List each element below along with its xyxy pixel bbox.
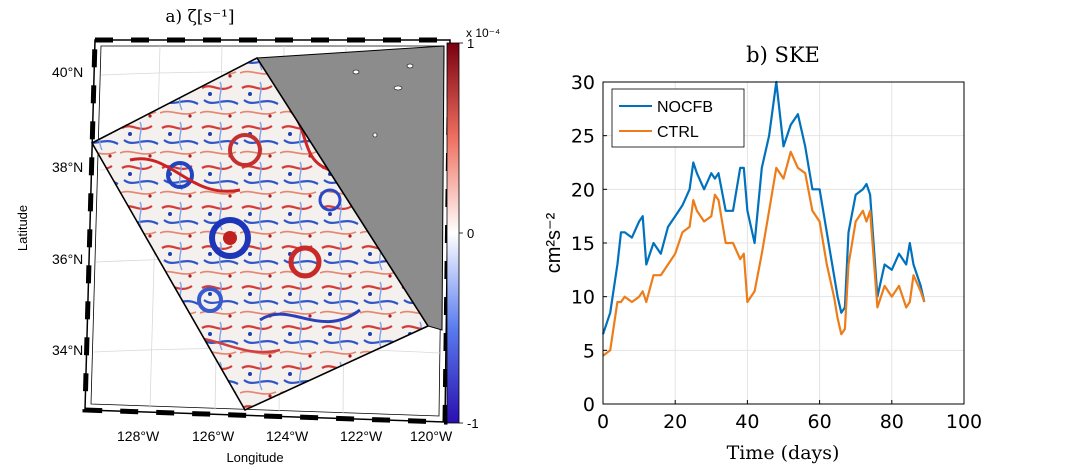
colorbar: x 10⁻⁴ 1 0 -1 bbox=[446, 26, 500, 431]
model-domain-outline bbox=[90, 56, 430, 412]
series-line-nocfb bbox=[601, 80, 926, 335]
vorticity-map-panel: a) ζ[s⁻¹] bbox=[15, 7, 500, 465]
lon-tick: 126°W bbox=[192, 428, 235, 444]
map-frame-checker bbox=[82, 37, 453, 425]
legend-box bbox=[611, 88, 745, 148]
lon-tick: 124°W bbox=[266, 428, 309, 444]
chart-legend: NOCFB CTRL bbox=[611, 88, 745, 148]
y-tick-label: 15 bbox=[571, 233, 595, 255]
lon-tick: 122°W bbox=[340, 428, 383, 444]
x-tick-label: 100 bbox=[946, 411, 982, 433]
legend-label-nocfb: NOCFB bbox=[657, 99, 713, 116]
y-tick-label: 5 bbox=[583, 340, 595, 362]
map-title: a) ζ[s⁻¹] bbox=[165, 7, 234, 27]
colorbar-gradient bbox=[446, 42, 460, 424]
ske-line-chart: b) SKE 0 20 40 60 80 100 0 5 10 15 20 25 30 Time (da… bbox=[543, 43, 982, 464]
islands bbox=[352, 63, 414, 138]
map-ylabel: Latitude bbox=[15, 205, 30, 251]
chart-ylabel: cm²s⁻² bbox=[543, 212, 565, 273]
x-tick-label: 60 bbox=[808, 411, 832, 433]
lat-tick: 40°N bbox=[52, 64, 83, 80]
x-tick-label: 40 bbox=[735, 411, 759, 433]
map-xlabel: Longitude bbox=[226, 450, 283, 465]
lon-tick: 120°W bbox=[410, 428, 453, 444]
colorbar-tick: 0 bbox=[467, 226, 474, 241]
series-line-ctrl bbox=[602, 150, 926, 357]
legend-label-ctrl: CTRL bbox=[657, 124, 699, 141]
x-tick-label: 20 bbox=[663, 411, 687, 433]
lat-tick: 34°N bbox=[52, 342, 83, 358]
lat-tick: 38°N bbox=[52, 159, 83, 175]
colorbar-tick: 1 bbox=[467, 36, 474, 51]
y-tick-label: 20 bbox=[571, 179, 595, 201]
y-tick-label: 10 bbox=[571, 287, 595, 309]
y-tick-label: 30 bbox=[571, 72, 595, 94]
x-tick-label: 0 bbox=[597, 411, 609, 433]
chart-series bbox=[601, 80, 926, 357]
chart-xlabel: Time (days) bbox=[727, 442, 840, 464]
colorbar-exponent: x 10⁻⁴ bbox=[466, 26, 500, 40]
chart-ticks: 0 20 40 60 80 100 0 5 10 15 20 25 30 bbox=[571, 72, 982, 433]
y-tick-label: 0 bbox=[583, 394, 595, 416]
lon-tick: 128°W bbox=[117, 428, 160, 444]
lat-tick: 36°N bbox=[52, 251, 83, 267]
chart-title: b) SKE bbox=[746, 43, 820, 67]
colorbar-tick: -1 bbox=[467, 416, 479, 431]
x-tick-label: 80 bbox=[880, 411, 904, 433]
y-tick-label: 25 bbox=[571, 126, 595, 148]
